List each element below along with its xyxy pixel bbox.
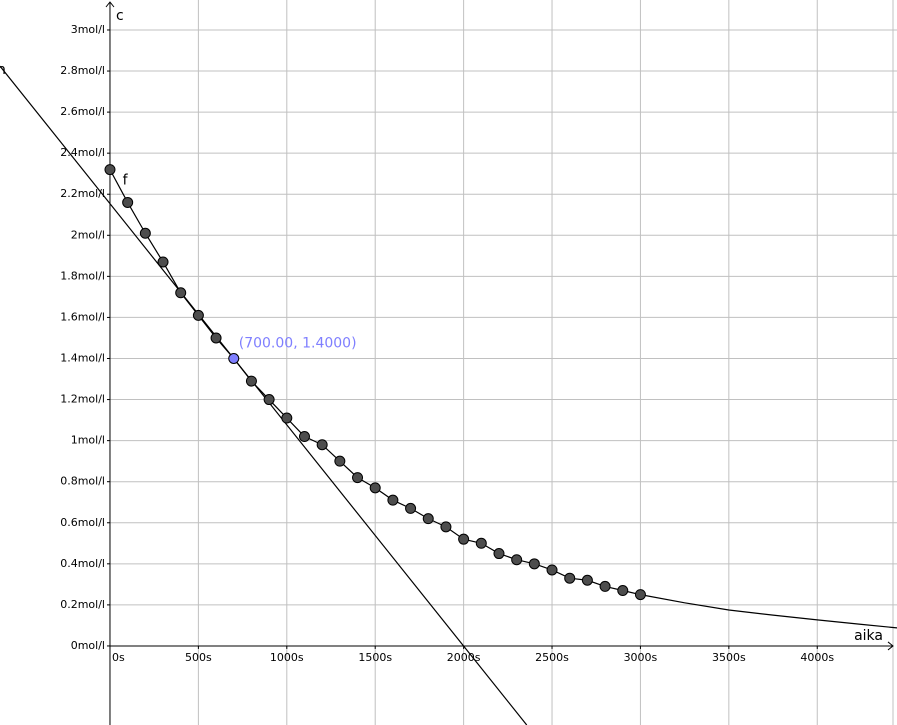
- data-point: [316, 439, 328, 451]
- data-point: [475, 537, 487, 549]
- data-point: [581, 574, 593, 586]
- data-point: [546, 564, 558, 576]
- data-point: [192, 309, 204, 321]
- y-axis-arrow: [105, 1, 115, 8]
- data-point: [245, 375, 257, 387]
- x-tick-label: 500s: [185, 651, 212, 664]
- x-tick-label: 4000s: [800, 651, 834, 664]
- y-tick-label: 2.6mol/l: [60, 105, 105, 118]
- y-tick-label: 1mol/l: [71, 434, 105, 447]
- y-tick-label: 1.6mol/l: [60, 310, 105, 323]
- data-point: [334, 455, 346, 467]
- y-tick-label: 2.4mol/l: [60, 146, 105, 159]
- x-axis-arrow: [887, 641, 894, 651]
- x-tick-label: 2500s: [535, 651, 569, 664]
- data-point: [440, 521, 452, 533]
- data-point: [104, 164, 116, 176]
- data-point: [369, 482, 381, 494]
- data-point: [281, 412, 293, 424]
- curve: [0, 65, 528, 725]
- data-point: [263, 394, 275, 406]
- y-axis-label: c: [116, 8, 124, 24]
- y-tick-label: 2.2mol/l: [60, 187, 105, 200]
- y-tick-label: 0mol/l: [71, 639, 105, 652]
- x-tick-label: 2000s: [447, 651, 481, 664]
- data-point: [122, 196, 134, 208]
- data-point: [599, 580, 611, 592]
- highlight-point: [228, 352, 240, 364]
- y-tick-label: 0.6mol/l: [60, 516, 105, 529]
- y-tick-label: 1.2mol/l: [60, 393, 105, 406]
- data-point: [564, 572, 576, 584]
- x-tick-label: 1500s: [358, 651, 392, 664]
- x-tick-label: 3000s: [624, 651, 658, 664]
- data-point: [422, 513, 434, 525]
- x-tick-label: 0s: [112, 651, 125, 664]
- curve-label: f: [123, 172, 129, 188]
- data-point: [511, 554, 523, 566]
- x-tick-label: 1000s: [270, 651, 304, 664]
- data-point: [458, 533, 470, 545]
- data-point: [139, 227, 151, 239]
- data-point: [210, 332, 222, 344]
- x-axis-label: aika: [854, 628, 883, 644]
- y-tick-label: 3mol/l: [71, 23, 105, 36]
- data-point: [298, 431, 310, 443]
- data-point: [157, 256, 169, 268]
- data-point: [493, 548, 505, 560]
- y-tick-label: 1.4mol/l: [60, 351, 105, 364]
- data-point: [352, 472, 364, 484]
- curve-label: h: [0, 62, 6, 78]
- highlight-label: (700.00, 1.4000): [239, 335, 357, 351]
- data-point: [387, 494, 399, 506]
- y-tick-label: 2mol/l: [71, 228, 105, 241]
- y-tick-label: 0.8mol/l: [60, 475, 105, 488]
- curve: [109, 169, 897, 629]
- y-tick-label: 1.8mol/l: [60, 269, 105, 282]
- data-point: [617, 585, 629, 597]
- x-tick-label: 3500s: [712, 651, 746, 664]
- data-point: [528, 558, 540, 570]
- y-tick-label: 2.8mol/l: [60, 64, 105, 77]
- y-tick-label: 0.4mol/l: [60, 557, 105, 570]
- data-point: [405, 502, 417, 514]
- y-tick-label: 0.2mol/l: [60, 598, 105, 611]
- data-point: [634, 589, 646, 601]
- data-point: [175, 287, 187, 299]
